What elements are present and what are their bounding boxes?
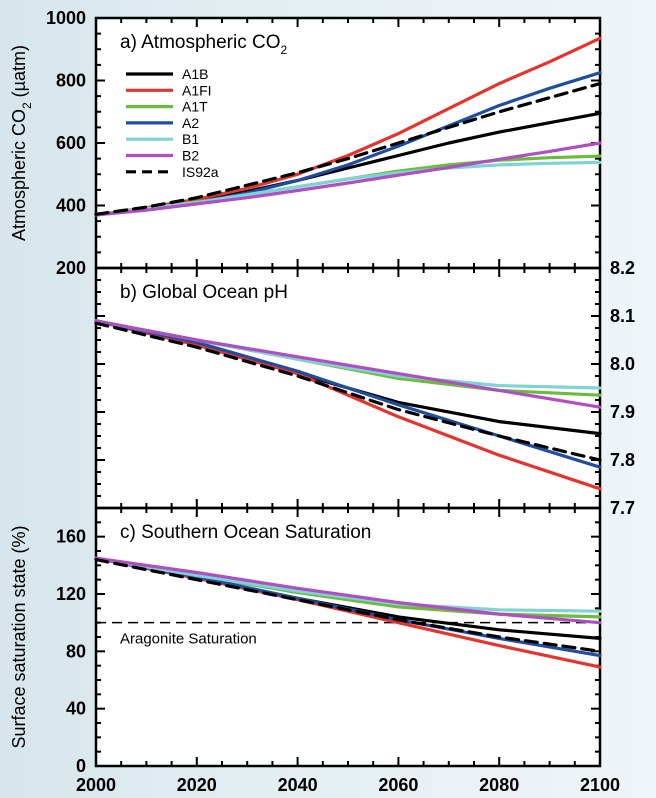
series-is92a-line: [94, 558, 602, 653]
panel-a: 200 400 600 800 1000 a) Atmospheric CO2 Atmosp…: [9, 8, 602, 278]
legend-label-a1t: A1T: [182, 99, 208, 115]
y-tick-label: 800: [56, 71, 86, 91]
legend-label-b2: B2: [182, 148, 199, 164]
legend-label-a1b: A1B: [182, 66, 208, 82]
y-axis-title: Surface saturation state (%): [9, 525, 29, 748]
y-tick-label: 40: [66, 699, 86, 719]
series-b2-line: [94, 141, 602, 217]
y-axis-title-unit: (µatm): [9, 45, 29, 102]
series-is92a-line: [94, 321, 602, 462]
aragonite-annotation: Aragonite Saturation: [120, 631, 257, 648]
y-tick-label: 0: [76, 756, 86, 776]
y-tick-label: 7.9: [610, 402, 635, 422]
y-tick-label: 8.2: [610, 258, 635, 278]
y-tick-label: 120: [56, 584, 86, 604]
series-is92a-line: [94, 82, 602, 216]
y-tick-label: 7.8: [610, 450, 635, 470]
panel-title-subscript: 2: [281, 43, 288, 57]
y-tick-label: 8.0: [610, 354, 635, 374]
y-tick-label: 400: [56, 196, 86, 216]
panel-title: a) Atmospheric CO2: [120, 32, 288, 57]
y-tick-label: 600: [56, 133, 86, 153]
legend-label-a1fi: A1FI: [182, 82, 212, 98]
x-tick-label: 2040: [278, 775, 318, 795]
y-tick-label: 7.7: [610, 498, 635, 518]
legend-label-a2: A2: [182, 115, 199, 131]
panel-c: 0 40 80 120 160 2000 2020 2040 2060 2080 2100 Arago…: [9, 506, 620, 795]
series-a1fi-line: [94, 319, 602, 491]
y-tick-label: 160: [56, 527, 86, 547]
panel-title: b) Global Ocean pH: [120, 282, 288, 303]
y-tick-label: 200: [56, 258, 86, 278]
x-tick-label: 2100: [580, 775, 620, 795]
y-tick-label: 8.1: [610, 306, 635, 326]
y-axis-title: Atmospheric CO2 (µatm): [9, 45, 34, 241]
panel-title: c) Southern Ocean Saturation: [120, 522, 371, 543]
series-b2-line: [94, 319, 602, 409]
x-tick-label: 2060: [378, 775, 418, 795]
x-tick-label: 2000: [76, 775, 116, 795]
series-b2-line: [94, 556, 602, 625]
x-tick-label: 2020: [177, 775, 217, 795]
legend-label-is92a: IS92a: [182, 164, 219, 180]
y-tick-label: 80: [66, 641, 86, 661]
y-tick-label: 1000: [46, 8, 86, 28]
series-b1-line: [94, 556, 602, 613]
x-tick-label: 2080: [479, 775, 519, 795]
y-axis-title-subscript: 2: [20, 102, 34, 109]
legend-label-b1: B1: [182, 131, 199, 147]
